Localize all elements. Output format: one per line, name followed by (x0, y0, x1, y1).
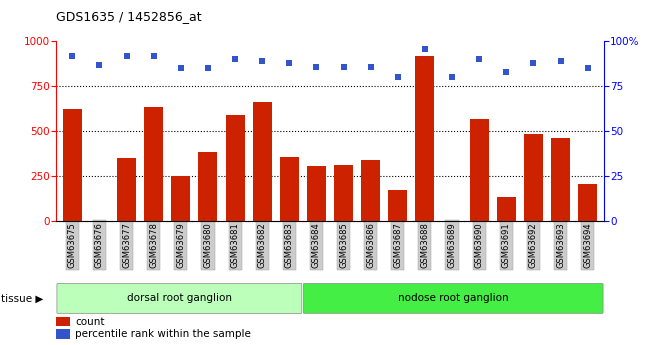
Bar (334, 165, 353, 221)
Bar (388, 190, 407, 221)
Point (582, 66, 593, 71)
Point (94, 62, 105, 68)
Point (501, 69, 512, 75)
Bar (280, 157, 299, 221)
Text: percentile rank within the sample: percentile rank within the sample (75, 329, 251, 339)
Point (366, 64, 376, 69)
FancyBboxPatch shape (304, 284, 603, 313)
Bar (172, 176, 190, 221)
Point (555, 58, 566, 64)
Point (528, 60, 539, 66)
Point (474, 57, 484, 62)
Text: dorsal root ganglion: dorsal root ganglion (127, 294, 232, 303)
Bar (199, 152, 217, 221)
Point (230, 57, 240, 62)
Point (257, 58, 267, 64)
Point (339, 64, 349, 69)
Point (311, 64, 321, 69)
Text: GDS1635 / 1452856_at: GDS1635 / 1452856_at (56, 10, 202, 23)
Bar (117, 158, 136, 221)
Bar (551, 138, 570, 221)
Bar (145, 107, 163, 221)
Bar (253, 102, 272, 221)
Bar (578, 184, 597, 221)
FancyBboxPatch shape (57, 284, 302, 313)
Point (420, 46, 430, 51)
Bar (226, 115, 245, 221)
Point (121, 53, 132, 59)
Bar (361, 160, 380, 221)
Point (176, 66, 186, 71)
Bar (56, 329, 70, 339)
Point (67, 53, 78, 59)
Bar (56, 317, 70, 326)
Text: tissue ▶: tissue ▶ (1, 294, 44, 303)
Bar (415, 56, 434, 221)
Point (447, 75, 457, 80)
Bar (470, 119, 488, 221)
Point (203, 66, 213, 71)
Bar (497, 197, 515, 221)
Text: count: count (75, 317, 105, 327)
Point (393, 75, 403, 80)
Bar (307, 166, 326, 221)
Bar (524, 134, 543, 221)
Point (148, 53, 159, 59)
Point (284, 60, 294, 66)
Text: nodose root ganglion: nodose root ganglion (398, 294, 509, 303)
Bar (63, 109, 82, 221)
